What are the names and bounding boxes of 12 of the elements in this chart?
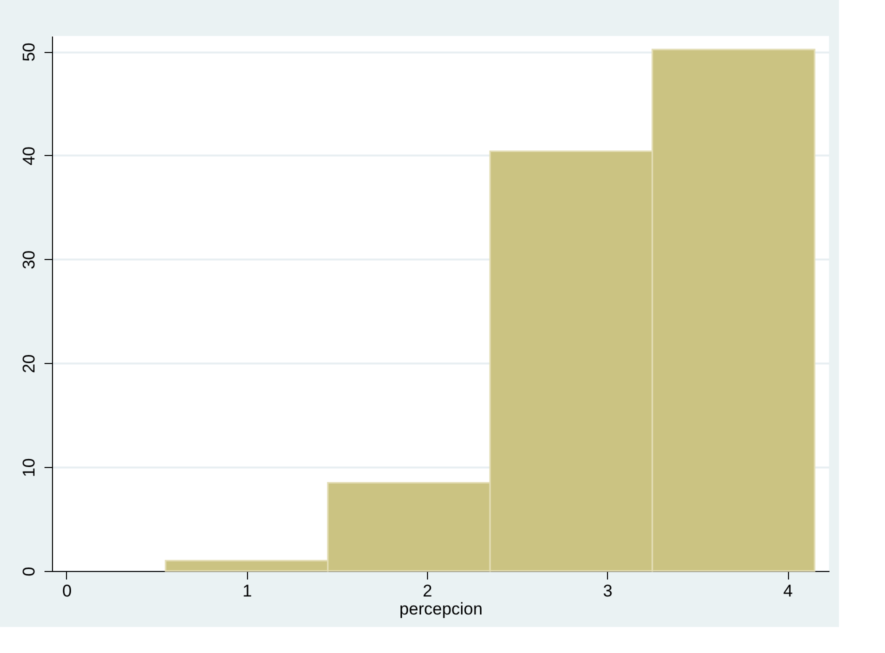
y-tick-label: 30: [20, 250, 38, 270]
x-tick-label: 3: [603, 582, 612, 600]
y-tick-label: 20: [20, 354, 38, 374]
x-tick-label: 4: [783, 582, 793, 600]
y-tick-label: 50: [20, 42, 38, 62]
y-tick-label: 40: [20, 146, 38, 166]
x-tick-label: 2: [422, 582, 432, 600]
x-tick-label: 1: [242, 582, 252, 600]
x-axis-title: percepcion: [399, 600, 483, 618]
y-tick-label: 10: [20, 458, 38, 478]
y-tick-label: 0: [20, 566, 38, 576]
x-tick-label: 0: [62, 582, 72, 600]
